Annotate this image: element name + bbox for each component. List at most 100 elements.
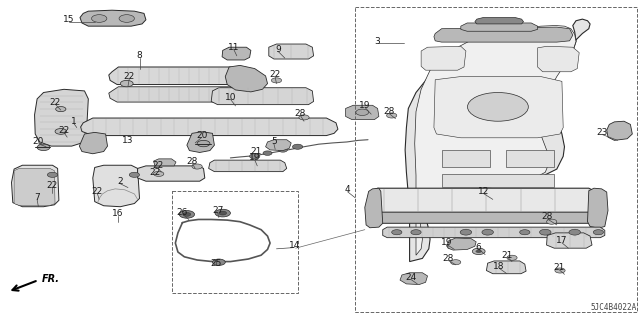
Text: 19: 19 — [249, 153, 260, 162]
Text: 21: 21 — [554, 263, 565, 272]
Polygon shape — [369, 188, 598, 213]
Polygon shape — [79, 132, 108, 154]
Text: 26: 26 — [177, 208, 188, 217]
Text: 25: 25 — [211, 259, 222, 268]
Circle shape — [392, 230, 402, 235]
Text: 6: 6 — [476, 243, 481, 252]
Polygon shape — [269, 44, 314, 59]
Text: 9: 9 — [276, 45, 281, 54]
Circle shape — [92, 15, 107, 22]
Polygon shape — [109, 67, 242, 85]
Circle shape — [451, 260, 461, 265]
Polygon shape — [14, 168, 55, 205]
Bar — [442, 150, 490, 167]
Polygon shape — [607, 121, 632, 140]
Circle shape — [212, 259, 225, 265]
Text: 28: 28 — [442, 254, 454, 263]
Polygon shape — [538, 46, 579, 72]
Text: 21: 21 — [250, 147, 262, 156]
Polygon shape — [81, 118, 338, 136]
Circle shape — [215, 209, 230, 217]
Polygon shape — [475, 18, 524, 24]
Text: 4: 4 — [345, 185, 350, 194]
Circle shape — [387, 113, 397, 118]
Circle shape — [507, 255, 517, 260]
Text: 21: 21 — [502, 251, 513, 260]
Circle shape — [447, 242, 460, 249]
Circle shape — [520, 230, 530, 235]
Polygon shape — [93, 165, 140, 207]
Bar — [442, 174, 554, 187]
Polygon shape — [225, 65, 268, 92]
Circle shape — [55, 129, 67, 134]
Circle shape — [482, 229, 493, 235]
Circle shape — [356, 109, 369, 115]
Polygon shape — [434, 77, 563, 138]
Text: 28: 28 — [541, 212, 553, 221]
Text: 28: 28 — [383, 107, 395, 116]
Text: 22: 22 — [47, 181, 58, 189]
Polygon shape — [209, 160, 287, 172]
Circle shape — [250, 154, 260, 159]
Text: 19: 19 — [359, 101, 371, 110]
Polygon shape — [547, 233, 592, 248]
Text: 11: 11 — [228, 43, 239, 52]
Polygon shape — [486, 261, 526, 274]
Text: 22: 22 — [152, 161, 164, 170]
Polygon shape — [12, 165, 59, 207]
Text: 10: 10 — [225, 93, 236, 102]
Text: 17: 17 — [556, 236, 568, 245]
Polygon shape — [266, 140, 291, 151]
Circle shape — [37, 144, 50, 151]
Text: 18: 18 — [493, 262, 505, 271]
Text: 2: 2 — [118, 177, 123, 186]
Circle shape — [540, 229, 551, 235]
Text: 22: 22 — [58, 126, 70, 135]
Polygon shape — [588, 188, 608, 228]
Text: 28: 28 — [294, 109, 306, 118]
Circle shape — [278, 148, 287, 152]
Text: 22: 22 — [149, 168, 161, 177]
Circle shape — [472, 248, 485, 255]
Text: 8: 8 — [137, 51, 142, 60]
Text: 22: 22 — [124, 72, 135, 81]
Circle shape — [119, 15, 134, 22]
Text: 7: 7 — [35, 193, 40, 202]
Text: 15: 15 — [63, 15, 75, 24]
Circle shape — [197, 140, 210, 147]
Polygon shape — [80, 10, 146, 26]
Text: 14: 14 — [289, 241, 300, 250]
Polygon shape — [109, 87, 242, 102]
Circle shape — [547, 219, 557, 224]
Circle shape — [263, 151, 272, 155]
Circle shape — [271, 78, 282, 83]
Bar — [172, 191, 298, 293]
Polygon shape — [421, 46, 466, 70]
Circle shape — [292, 144, 303, 149]
Polygon shape — [211, 88, 314, 105]
Text: 19: 19 — [441, 238, 452, 247]
Circle shape — [129, 172, 140, 177]
Text: 22: 22 — [92, 187, 103, 196]
Ellipse shape — [467, 93, 529, 121]
Circle shape — [219, 211, 227, 215]
Polygon shape — [448, 238, 476, 250]
Circle shape — [179, 211, 195, 218]
Circle shape — [593, 230, 604, 235]
Text: 27: 27 — [212, 206, 223, 215]
Bar — [355, 7, 637, 312]
Text: 1: 1 — [71, 117, 76, 126]
Text: 3: 3 — [375, 37, 380, 46]
Polygon shape — [35, 89, 88, 146]
Polygon shape — [405, 19, 590, 262]
Text: 22: 22 — [269, 70, 281, 79]
Polygon shape — [346, 105, 379, 120]
Circle shape — [411, 230, 421, 235]
Circle shape — [56, 107, 66, 112]
Circle shape — [183, 212, 191, 216]
Text: 23: 23 — [596, 128, 607, 137]
Polygon shape — [400, 273, 428, 285]
Text: 20: 20 — [33, 137, 44, 146]
Circle shape — [47, 172, 58, 177]
Circle shape — [299, 115, 309, 120]
